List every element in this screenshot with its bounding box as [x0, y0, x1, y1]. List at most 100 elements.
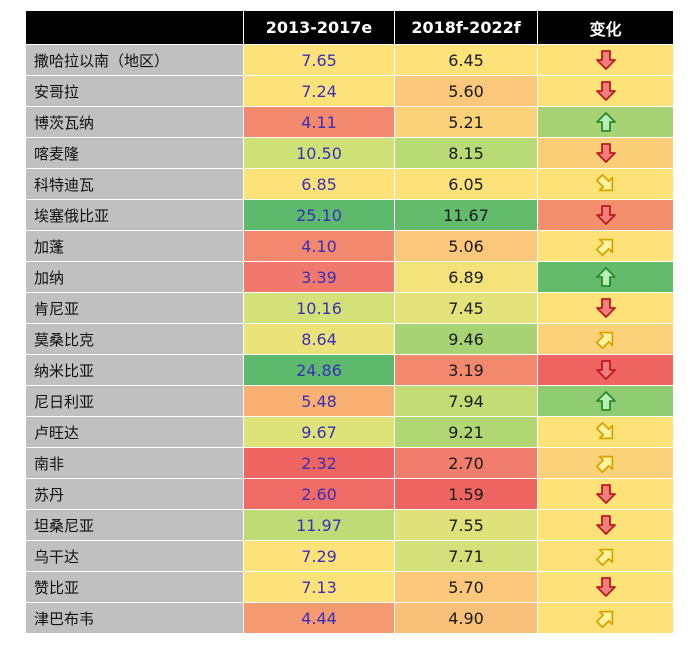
arrow-down-icon: [595, 50, 616, 70]
country-name: 安哥拉: [25, 75, 244, 107]
value-2013-2017e: 11.97: [243, 509, 395, 541]
country-name: 喀麦隆: [25, 137, 244, 169]
table-row: 安哥拉 7.24 5.60: [25, 75, 674, 107]
arrow-up-icon: [595, 267, 616, 287]
country-name: 卢旺达: [25, 416, 244, 448]
table-row: 纳米比亚 24.86 3.19: [25, 354, 674, 386]
change-cell: [537, 478, 674, 510]
change-cell: [537, 292, 674, 324]
value-2013-2017e: 10.50: [243, 137, 395, 169]
table-row: 莫桑比克 8.64 9.46: [25, 323, 674, 355]
header-change: 变化: [537, 10, 674, 45]
arrow-up-icon: [595, 391, 616, 411]
arrow-down-icon: [595, 484, 616, 504]
value-2018f-2022f: 3.19: [394, 354, 538, 386]
value-2013-2017e: 24.86: [243, 354, 395, 386]
header-2018f-2022f: 2018f-2022f: [394, 10, 538, 45]
change-cell: [537, 602, 674, 634]
value-2013-2017e: 7.13: [243, 571, 395, 603]
country-name: 博茨瓦纳: [25, 106, 244, 138]
value-2018f-2022f: 9.46: [394, 323, 538, 355]
table-row: 撒哈拉以南（地区） 7.65 6.45: [25, 44, 674, 76]
table-row: 肯尼亚 10.16 7.45: [25, 292, 674, 324]
value-2018f-2022f: 9.21: [394, 416, 538, 448]
change-cell: [537, 199, 674, 231]
change-cell: [537, 354, 674, 386]
change-cell: [537, 168, 674, 200]
table-row: 加纳 3.39 6.89: [25, 261, 674, 293]
value-2018f-2022f: 7.45: [394, 292, 538, 324]
value-2018f-2022f: 4.90: [394, 602, 538, 634]
change-cell: [537, 75, 674, 107]
data-table-container: 2013-2017e 2018f-2022f 变化 撒哈拉以南（地区） 7.65 6…: [25, 10, 674, 634]
country-name: 赞比亚: [25, 571, 244, 603]
value-2018f-2022f: 7.71: [394, 540, 538, 572]
value-2013-2017e: 2.32: [243, 447, 395, 479]
value-2018f-2022f: 7.94: [394, 385, 538, 417]
value-2013-2017e: 4.44: [243, 602, 395, 634]
change-cell: [537, 106, 674, 138]
arrow-down-icon: [595, 360, 616, 380]
arrow-up-right-icon: [595, 548, 613, 567]
value-2013-2017e: 9.67: [243, 416, 395, 448]
country-name: 尼日利亚: [25, 385, 244, 417]
country-name: 肯尼亚: [25, 292, 244, 324]
value-2018f-2022f: 8.15: [394, 137, 538, 169]
value-2018f-2022f: 2.70: [394, 447, 538, 479]
arrow-up-right-icon: [595, 331, 613, 350]
country-name: 撒哈拉以南（地区）: [25, 44, 244, 76]
value-2018f-2022f: 1.59: [394, 478, 538, 510]
change-cell: [537, 230, 674, 262]
country-name: 苏丹: [25, 478, 244, 510]
value-2018f-2022f: 6.45: [394, 44, 538, 76]
value-2013-2017e: 25.10: [243, 199, 395, 231]
change-cell: [537, 137, 674, 169]
arrow-up-right-icon: [595, 610, 613, 629]
table-row: 卢旺达 9.67 9.21: [25, 416, 674, 448]
value-2013-2017e: 7.24: [243, 75, 395, 107]
change-cell: [537, 44, 674, 76]
country-name: 加蓬: [25, 230, 244, 262]
arrow-down-icon: [595, 298, 616, 318]
table-row: 博茨瓦纳 4.11 5.21: [25, 106, 674, 138]
arrow-down-icon: [595, 205, 616, 225]
change-cell: [537, 416, 674, 448]
arrow-up-right-icon: [595, 455, 613, 474]
value-2013-2017e: 4.10: [243, 230, 395, 262]
table-row: 赞比亚 7.13 5.70: [25, 571, 674, 603]
table-row: 加蓬 4.10 5.06: [25, 230, 674, 262]
country-name: 埃塞俄比亚: [25, 199, 244, 231]
table-row: 科特迪瓦 6.85 6.05: [25, 168, 674, 200]
value-2013-2017e: 3.39: [243, 261, 395, 293]
arrow-down-right-icon: [595, 421, 613, 440]
table-row: 坦桑尼亚 11.97 7.55: [25, 509, 674, 541]
header-country: [25, 10, 244, 45]
country-name: 坦桑尼亚: [25, 509, 244, 541]
arrow-up-right-icon: [595, 238, 613, 257]
value-2013-2017e: 5.48: [243, 385, 395, 417]
country-name: 乌干达: [25, 540, 244, 572]
value-2018f-2022f: 5.06: [394, 230, 538, 262]
arrow-up-icon: [595, 112, 616, 132]
change-cell: [537, 509, 674, 541]
table-row: 乌干达 7.29 7.71: [25, 540, 674, 572]
arrow-down-icon: [595, 577, 616, 597]
value-2013-2017e: 10.16: [243, 292, 395, 324]
table-row: 苏丹 2.60 1.59: [25, 478, 674, 510]
value-2013-2017e: 2.60: [243, 478, 395, 510]
value-2018f-2022f: 5.70: [394, 571, 538, 603]
value-2018f-2022f: 11.67: [394, 199, 538, 231]
change-cell: [537, 323, 674, 355]
growth-table: 2013-2017e 2018f-2022f 变化 撒哈拉以南（地区） 7.65 6…: [25, 10, 674, 634]
change-cell: [537, 540, 674, 572]
header-row: 2013-2017e 2018f-2022f 变化: [25, 10, 674, 45]
arrow-down-right-icon: [595, 173, 613, 192]
country-name: 莫桑比克: [25, 323, 244, 355]
country-name: 纳米比亚: [25, 354, 244, 386]
value-2013-2017e: 7.65: [243, 44, 395, 76]
value-2013-2017e: 8.64: [243, 323, 395, 355]
table-row: 喀麦隆 10.50 8.15: [25, 137, 674, 169]
country-name: 加纳: [25, 261, 244, 293]
value-2018f-2022f: 5.21: [394, 106, 538, 138]
country-name: 南非: [25, 447, 244, 479]
